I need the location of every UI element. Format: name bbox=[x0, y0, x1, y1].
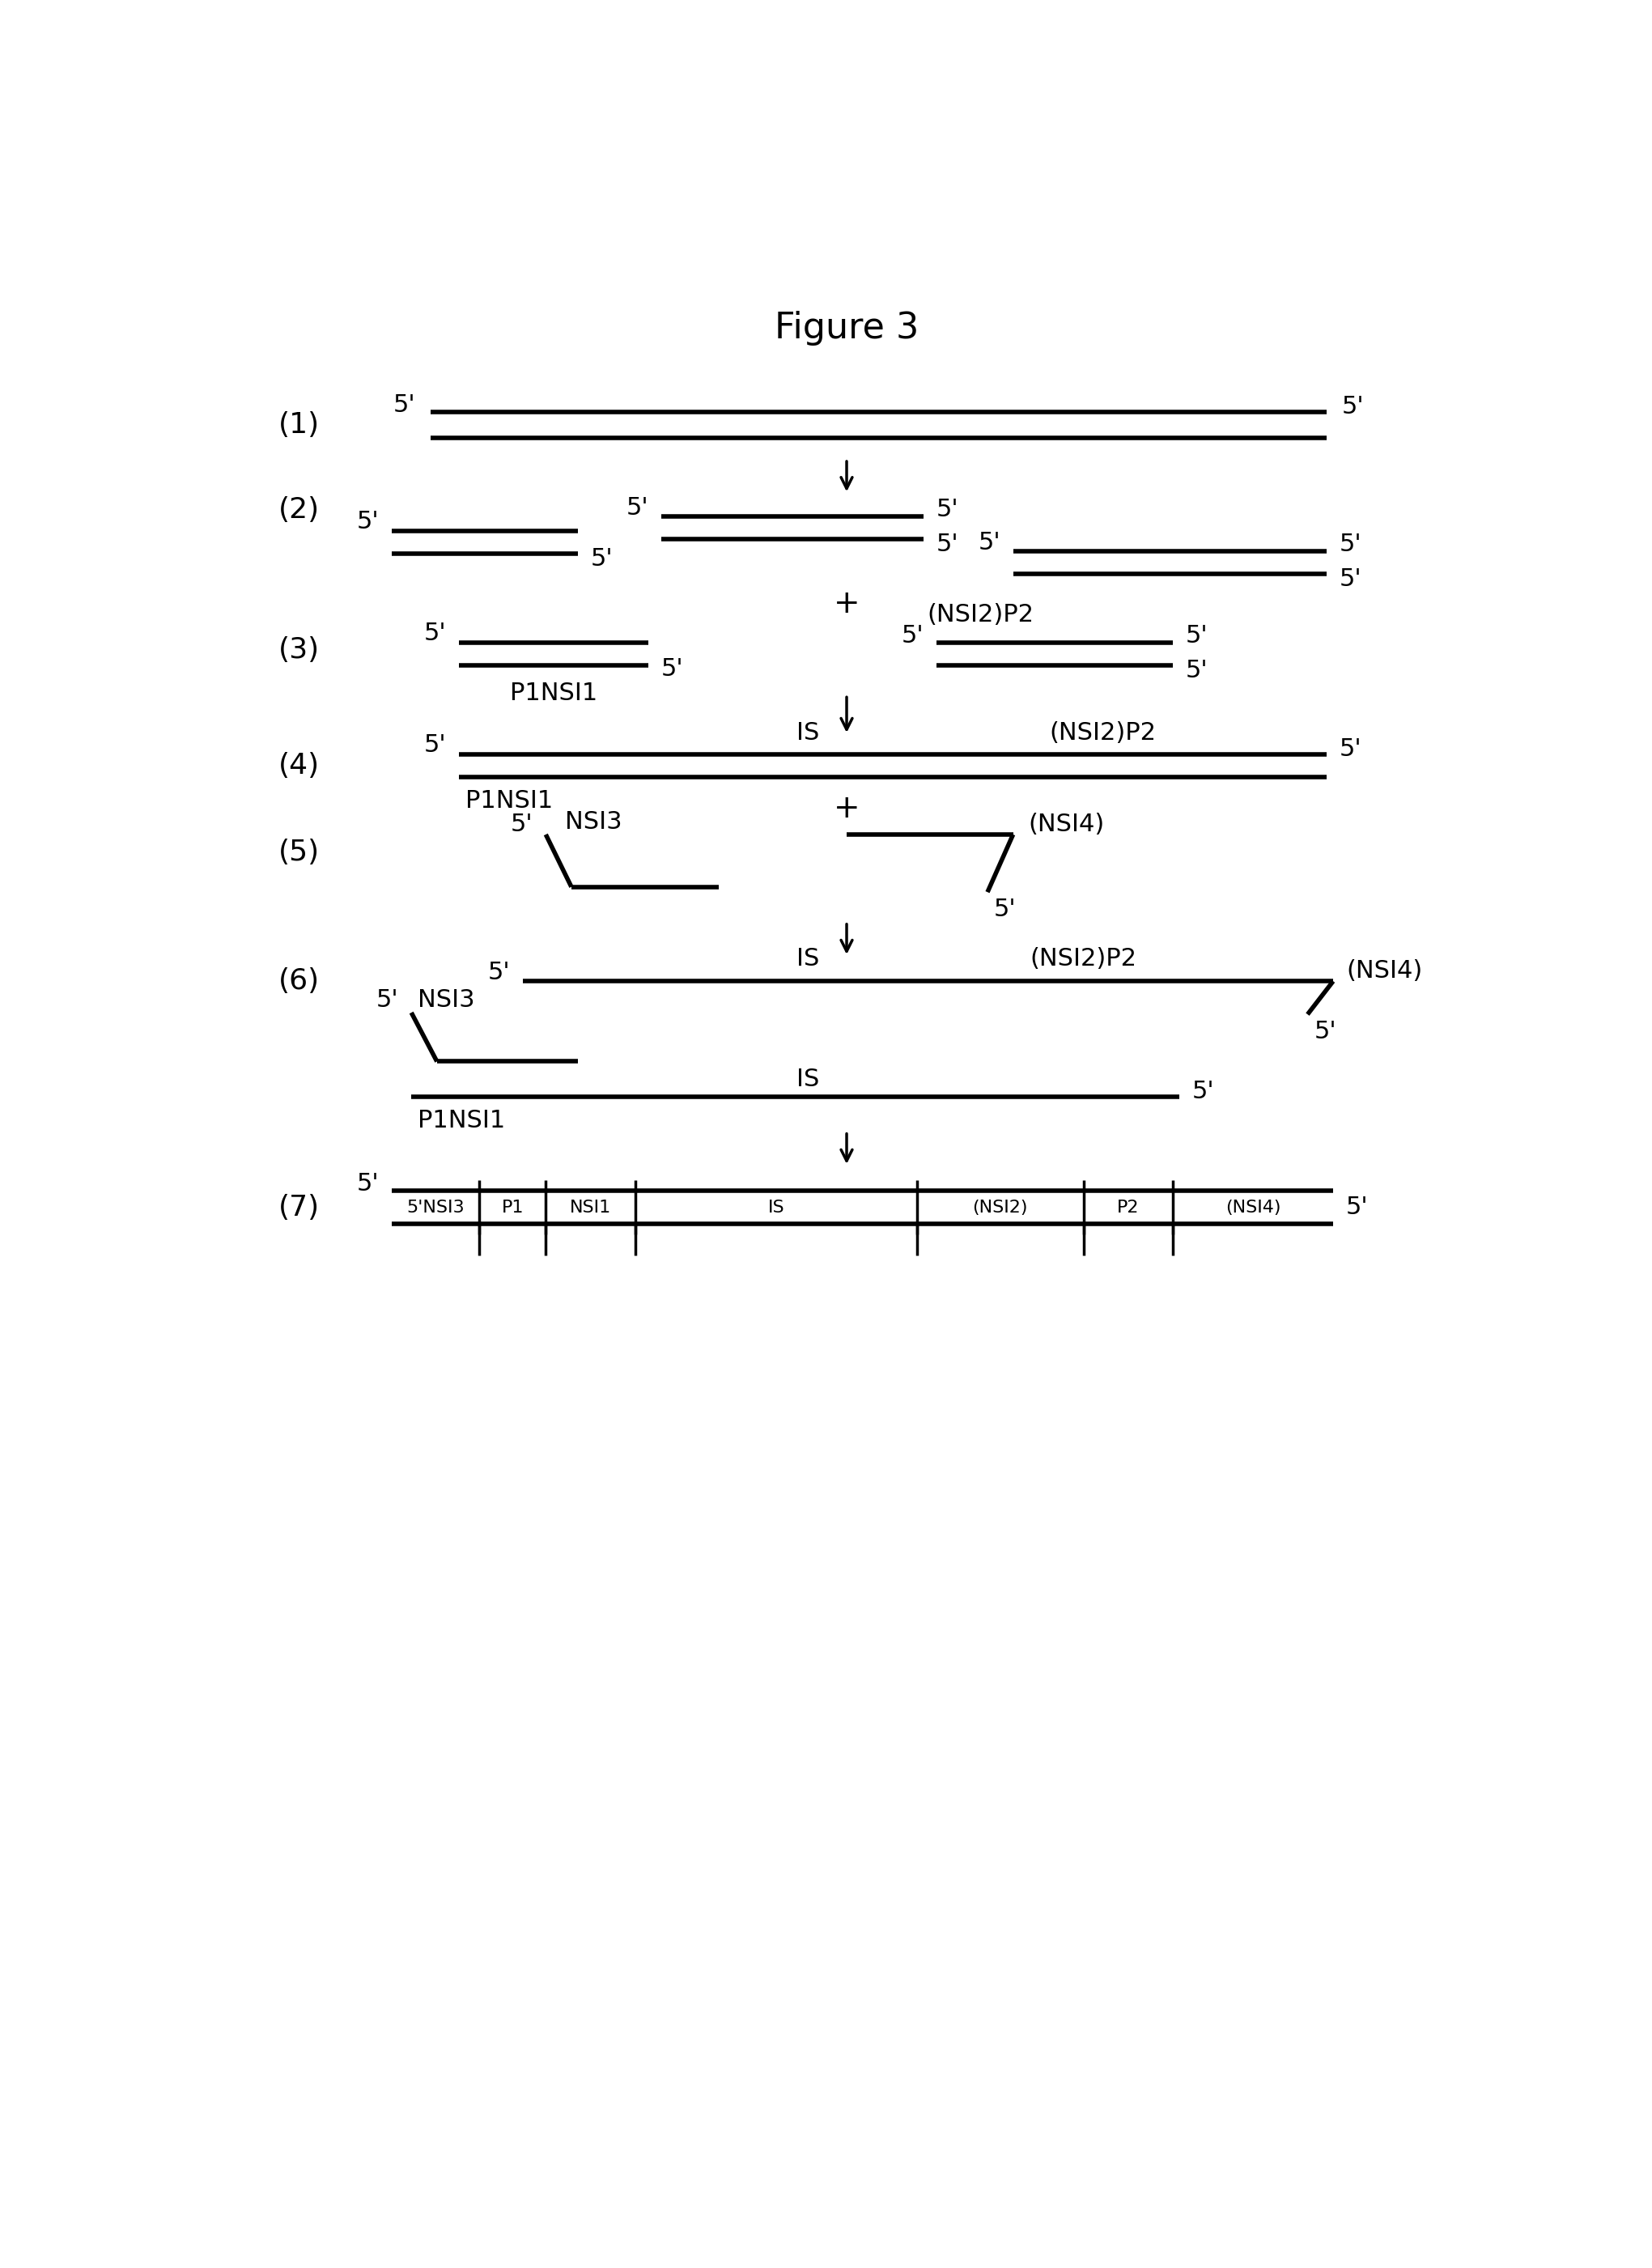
Text: (7): (7) bbox=[278, 1193, 319, 1220]
Text: 5': 5' bbox=[1340, 567, 1361, 592]
Text: (1): (1) bbox=[278, 411, 319, 438]
Text: 5': 5' bbox=[393, 392, 415, 417]
Text: 5': 5' bbox=[661, 658, 684, 680]
Text: P1NSI1: P1NSI1 bbox=[466, 789, 553, 812]
Text: 5': 5' bbox=[1186, 624, 1208, 646]
Text: IS: IS bbox=[796, 721, 819, 744]
Text: P1: P1 bbox=[501, 1200, 524, 1216]
Text: (NSI2)P2: (NSI2)P2 bbox=[1031, 946, 1137, 971]
Text: 5': 5' bbox=[510, 812, 534, 835]
Text: IS: IS bbox=[796, 1068, 819, 1091]
Text: 5': 5' bbox=[487, 962, 510, 984]
Text: 5': 5' bbox=[900, 624, 923, 646]
Text: (4): (4) bbox=[278, 751, 319, 780]
Text: (6): (6) bbox=[278, 968, 319, 996]
Text: 5': 5' bbox=[423, 621, 446, 646]
Text: (3): (3) bbox=[278, 637, 319, 665]
Text: (NSI2)P2: (NSI2)P2 bbox=[1049, 721, 1156, 744]
Text: (2): (2) bbox=[278, 497, 319, 524]
Text: 5': 5' bbox=[995, 898, 1016, 921]
Text: 5'NSI3: 5'NSI3 bbox=[406, 1200, 464, 1216]
Text: 5': 5' bbox=[1313, 1021, 1336, 1043]
Text: (NSI2)P2: (NSI2)P2 bbox=[927, 603, 1034, 626]
Text: 5': 5' bbox=[591, 547, 613, 569]
Text: 5': 5' bbox=[626, 497, 648, 519]
Text: NSI1: NSI1 bbox=[570, 1200, 611, 1216]
Text: NSI3: NSI3 bbox=[418, 989, 474, 1012]
Text: 5': 5' bbox=[937, 499, 958, 522]
Text: 5': 5' bbox=[357, 510, 380, 533]
Text: 5': 5' bbox=[1346, 1195, 1368, 1220]
Text: (NSI4): (NSI4) bbox=[1346, 959, 1422, 982]
Text: 5': 5' bbox=[937, 533, 958, 556]
Text: (NSI2): (NSI2) bbox=[973, 1200, 1028, 1216]
Text: Figure 3: Figure 3 bbox=[775, 311, 919, 345]
Text: (NSI4): (NSI4) bbox=[1029, 812, 1105, 835]
Text: IS: IS bbox=[768, 1200, 785, 1216]
Text: 5': 5' bbox=[377, 989, 398, 1012]
Text: 5': 5' bbox=[1340, 533, 1361, 556]
Text: NSI3: NSI3 bbox=[565, 810, 623, 835]
Text: 5': 5' bbox=[1340, 737, 1361, 760]
Text: +: + bbox=[834, 794, 859, 823]
Text: 5': 5' bbox=[423, 733, 446, 758]
Text: (NSI4): (NSI4) bbox=[1226, 1200, 1280, 1216]
Text: IS: IS bbox=[796, 946, 819, 971]
Text: P1NSI1: P1NSI1 bbox=[510, 680, 598, 705]
Text: P2: P2 bbox=[1117, 1200, 1140, 1216]
Text: 5': 5' bbox=[978, 531, 999, 556]
Text: +: + bbox=[834, 590, 859, 619]
Text: 5': 5' bbox=[1341, 395, 1365, 417]
Text: P1NSI1: P1NSI1 bbox=[418, 1109, 506, 1132]
Text: (5): (5) bbox=[278, 839, 319, 866]
Text: 5': 5' bbox=[357, 1173, 380, 1195]
Text: 5': 5' bbox=[1186, 658, 1208, 683]
Text: 5': 5' bbox=[1193, 1080, 1214, 1102]
